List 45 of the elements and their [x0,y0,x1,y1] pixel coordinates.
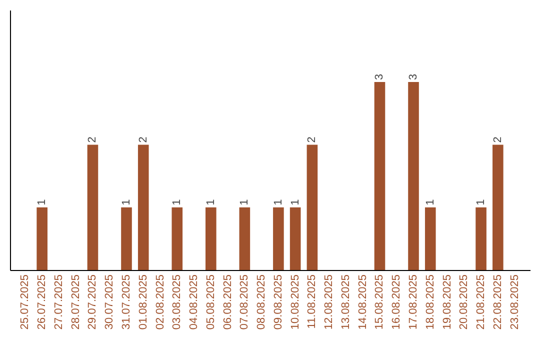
x-tick-label: 27.07.2025 [52,274,65,330]
data-label: 2 [492,136,504,143]
x-tick-label: 31.07.2025 [120,274,132,330]
x-tick-label: 23.08.2025 [508,274,521,330]
x-tick-label: 02.08.2025 [154,274,166,330]
x-tick-label: 05.08.2025 [204,274,217,330]
x-tick-label: 06.08.2025 [222,274,234,330]
x-tick-label: 15.08.2025 [374,274,386,330]
data-label: 1 [238,199,251,206]
data-label: 1 [272,199,284,206]
x-tick-label: 09.08.2025 [272,274,284,330]
data-label: 1 [171,199,184,206]
x-tick-label: 29.07.2025 [86,274,99,330]
x-tick-label: 11.08.2025 [306,274,318,329]
x-tick-label: 07.08.2025 [238,274,251,330]
data-label: 3 [408,74,420,80]
data-label: 2 [306,136,318,143]
x-tick-label: 21.08.2025 [475,274,488,330]
data-label: 2 [86,136,99,143]
data-label: 1 [475,199,488,206]
data-label: 1 [36,199,48,206]
x-tick-label: 20.08.2025 [458,274,470,330]
x-tick-label: 18.08.2025 [424,274,436,330]
data-label: 2 [137,136,150,143]
x-tick-label: 03.08.2025 [171,274,184,330]
data-label: 1 [424,199,436,206]
x-tick-label: 12.08.2025 [323,274,336,330]
x-tick-label: 10.08.2025 [289,274,302,330]
data-label: 1 [204,199,217,206]
x-tick-label: 28.07.2025 [70,274,82,330]
x-tick-label: 16.08.2025 [390,274,403,330]
x-tick-label: 25.07.2025 [19,274,32,330]
data-label: 1 [120,199,132,206]
x-tick-label: 17.08.2025 [408,274,420,330]
x-tick-label: 04.08.2025 [188,274,200,330]
x-tick-label: 01.08.2025 [137,274,150,330]
x-tick-label: 26.07.2025 [36,274,48,330]
data-label: 1 [289,199,302,206]
x-tick-label: 13.08.2025 [340,274,352,330]
x-tick-label: 14.08.2025 [356,274,369,330]
x-tick-label: 19.08.2025 [441,274,454,330]
x-tick-label: 30.07.2025 [104,274,116,330]
x-tick-label: 08.08.2025 [256,274,268,330]
x-tick-label: 22.08.2025 [492,274,504,330]
data-label: 3 [374,74,386,80]
